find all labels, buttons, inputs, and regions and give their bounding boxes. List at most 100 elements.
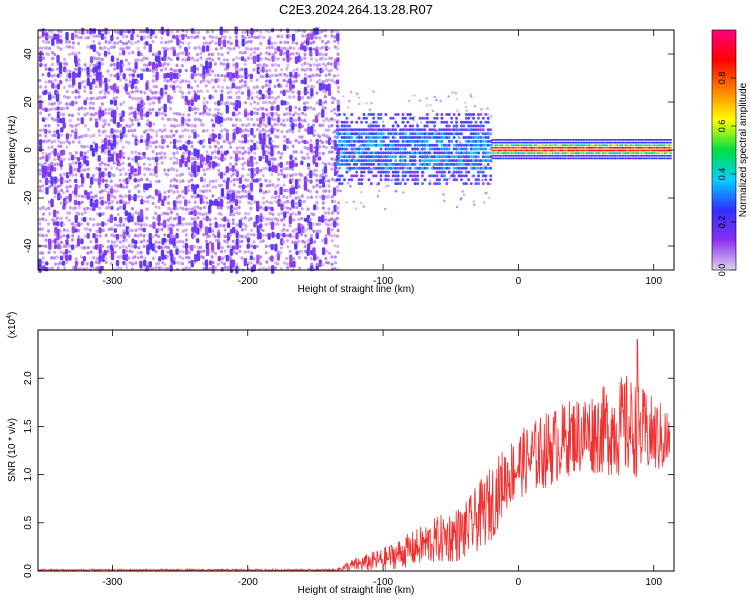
spectrogram-cell [276, 79, 279, 82]
spectrogram-cell [274, 106, 277, 109]
spectrogram-cell [42, 152, 45, 155]
spectrogram-cell [265, 130, 268, 133]
spectrogram-cell [487, 121, 490, 124]
spectrogram-cell [125, 266, 128, 269]
spectrogram-cell [185, 222, 188, 225]
spectrogram-cell [253, 107, 256, 110]
spectrogram-cell [69, 70, 72, 73]
spectrogram-cell [327, 40, 330, 43]
spectrogram-cell [315, 174, 318, 177]
spectrogram-cell [50, 199, 53, 208]
spectrogram-cell [135, 97, 138, 100]
spectrogram-cell [251, 35, 254, 38]
spectrogram-cell [236, 195, 239, 198]
spectrogram-cell [102, 229, 105, 232]
spectrogram-cell [146, 208, 149, 211]
spectrogram-cell [199, 189, 202, 192]
spectrogram-cell [209, 156, 212, 161]
spectrogram-cell [217, 169, 220, 172]
spectrogram-cell [190, 152, 193, 155]
spectrogram-cell [170, 207, 173, 210]
spectrogram-cell [194, 157, 197, 160]
spectrogram-cell [244, 195, 247, 198]
spectrogram-cell [41, 251, 44, 254]
spectrogram-cell [104, 163, 107, 166]
spectrogram-cell [152, 101, 155, 104]
spectrogram-cell [140, 251, 143, 254]
spectrogram-cell [327, 195, 330, 198]
spectrogram-cell [39, 46, 42, 49]
spectrogram-cell [139, 30, 142, 33]
spectrogram-cell [158, 256, 161, 261]
spectrogram-cell [416, 174, 419, 177]
spectrogram-cell [108, 79, 111, 82]
spectrogram-cell [110, 140, 113, 143]
spectrogram-cell [414, 171, 417, 174]
spectrogram-cell [143, 69, 146, 72]
spectrogram-cell [217, 147, 220, 150]
spectrogram-cell [268, 201, 271, 204]
spectrogram-cell [181, 240, 184, 243]
spectrogram-cell [254, 47, 257, 50]
spectrogram-cell [298, 178, 301, 181]
spectrogram-cell [101, 47, 104, 50]
spectrogram-cell [309, 222, 312, 230]
spectrogram-cell [304, 218, 307, 222]
spectrogram-cell [98, 61, 101, 69]
spectrogram-cell [316, 139, 319, 146]
spectrogram-cell [333, 218, 336, 221]
spectrogram-cell [250, 118, 253, 121]
spectrogram-cell [193, 245, 196, 248]
spectrogram-cell [163, 139, 166, 142]
spectrogram-cell [134, 261, 137, 264]
spectrogram-cell [113, 116, 116, 124]
spectrogram-cell [44, 64, 47, 67]
spectrogram-cell [241, 240, 244, 243]
spectrogram-cell [188, 118, 191, 121]
spectrogram-cell [352, 158, 355, 161]
spectrogram-cell [309, 75, 312, 78]
spectrogram-cell [295, 42, 298, 45]
spectrogram-cell [214, 217, 217, 220]
spectrogram-cell [484, 192, 487, 195]
spectrogram-cell [194, 36, 197, 39]
spectrogram-cell [309, 51, 312, 57]
spectrogram-cell [333, 97, 336, 100]
spectrogram-cell [104, 250, 107, 256]
spectrogram-cell [336, 57, 339, 62]
spectrogram-cell [235, 199, 238, 206]
spectrogram-cell [236, 150, 239, 153]
spectrogram-cell [42, 46, 45, 49]
spectrogram-cell [126, 68, 129, 71]
spectrogram-cell [149, 157, 152, 160]
spectrogram-cell [355, 171, 358, 174]
spectrogram-cell [78, 95, 81, 98]
spectrogram-cell [119, 139, 122, 142]
spectrogram-cell [295, 228, 298, 231]
spectrogram-cell [193, 107, 196, 110]
spectrogram-cell [316, 101, 319, 104]
spectrogram-cell [270, 173, 273, 176]
spectrogram-cell [303, 57, 306, 60]
spectrogram-cell [211, 194, 214, 197]
spectrogram-cell [448, 148, 451, 151]
spectrogram-cell [173, 47, 176, 50]
spectrogram-cell [301, 42, 304, 45]
spectrogram-cell [77, 229, 80, 232]
spectrogram-cell [259, 133, 262, 140]
spectrogram-cell [294, 72, 297, 79]
spectrogram-cell [65, 62, 68, 65]
spectrogram-cell [92, 40, 95, 43]
spectrogram-cell [50, 107, 53, 110]
spectrogram-cell [149, 69, 152, 72]
spectrogram-cell [271, 265, 274, 274]
spectrogram-cell [283, 47, 286, 50]
spectrogram-cell [419, 148, 422, 151]
spectrogram-cell [443, 200, 446, 203]
spectrogram-cell [214, 89, 217, 92]
spectrogram-cell [152, 141, 155, 144]
spectrogram-cell [80, 68, 83, 71]
spectrogram-cell [256, 255, 259, 264]
spectrogram-cell [250, 252, 253, 255]
spectrogram-cell [409, 167, 412, 170]
